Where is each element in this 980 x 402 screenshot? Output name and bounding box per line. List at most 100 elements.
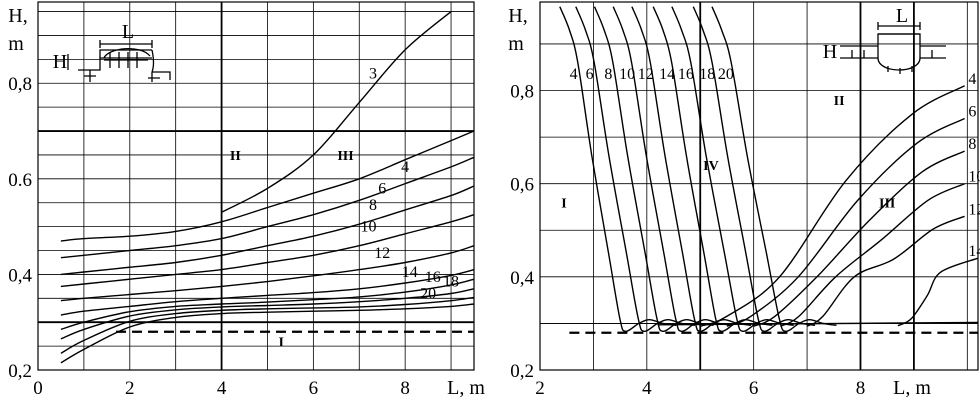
series-line-descending bbox=[593, 6, 714, 333]
series-line-ascending bbox=[726, 117, 965, 327]
x-tick-label: 0 bbox=[33, 378, 43, 399]
plot-frame bbox=[37, 1, 475, 371]
x-axis-label: L, m bbox=[893, 377, 931, 399]
inset-stroke bbox=[877, 33, 921, 71]
series-label: 16 bbox=[425, 269, 441, 286]
series-label: 10 bbox=[360, 219, 376, 236]
series-label: 10 bbox=[619, 66, 635, 83]
series-line bbox=[221, 11, 452, 213]
region-label: II bbox=[230, 149, 241, 164]
series-line-descending bbox=[575, 6, 695, 333]
region-label: III bbox=[337, 149, 353, 164]
series-line-baseline bbox=[657, 321, 979, 326]
series-label: 10 bbox=[968, 169, 980, 186]
series-line-ascending bbox=[753, 150, 965, 327]
series-label: 6 bbox=[378, 180, 386, 197]
series-label: 14 bbox=[402, 264, 418, 281]
inset-stroke bbox=[99, 40, 153, 48]
inset-stroke bbox=[877, 22, 921, 30]
series-label: 16 bbox=[678, 66, 694, 83]
series-line-descending bbox=[631, 6, 752, 333]
x-axis-label: L, m bbox=[447, 377, 485, 399]
series-line-ascending bbox=[699, 85, 965, 327]
series-label: 12 bbox=[374, 245, 390, 262]
inset-stroke bbox=[148, 72, 160, 82]
series-label: 6 bbox=[586, 66, 594, 83]
inset-stroke bbox=[84, 70, 96, 82]
series-label: 3 bbox=[369, 66, 377, 83]
x-tick-label: 8 bbox=[400, 378, 410, 399]
region-label: IV bbox=[703, 159, 719, 174]
x-tick-label: 2 bbox=[535, 378, 545, 399]
x-tick-label: 8 bbox=[856, 378, 866, 399]
series-line-descending bbox=[671, 6, 794, 333]
y-tick-label: 0,4 bbox=[510, 268, 534, 289]
y-tick-label: 0,6 bbox=[510, 175, 534, 196]
series-line bbox=[60, 278, 475, 331]
series-line-descending bbox=[692, 6, 816, 333]
y-axis-label: H, bbox=[8, 5, 27, 27]
series-line bbox=[60, 156, 475, 259]
inset-label-l: L bbox=[896, 5, 908, 27]
inset-stroke bbox=[103, 48, 151, 59]
inset-label-h: H bbox=[53, 51, 67, 73]
region-label: I bbox=[561, 196, 566, 211]
series-label: 4 bbox=[968, 71, 976, 88]
inset-stroke bbox=[152, 71, 171, 80]
series-line bbox=[60, 296, 475, 354]
y-tick-label: 0,4 bbox=[8, 265, 32, 286]
series-label: 8 bbox=[604, 66, 612, 83]
series-label: 14 bbox=[659, 66, 675, 83]
x-tick-label: 6 bbox=[749, 378, 759, 399]
inset-stroke bbox=[851, 50, 933, 58]
region-label: II bbox=[834, 94, 845, 109]
region-label: III bbox=[879, 196, 895, 211]
y-axis-unit: m bbox=[8, 33, 24, 55]
series-label: 8 bbox=[968, 136, 976, 153]
series-line bbox=[60, 268, 475, 316]
series-line-descending bbox=[711, 6, 837, 333]
region-label: I bbox=[279, 335, 284, 350]
series-line bbox=[60, 214, 475, 288]
y-axis-label: H, bbox=[508, 5, 527, 27]
x-tick-label: 6 bbox=[309, 378, 319, 399]
y-tick-label: 0,2 bbox=[510, 361, 534, 382]
x-tick-label: 4 bbox=[217, 378, 227, 399]
series-label: 18 bbox=[443, 274, 459, 291]
inset-stroke bbox=[887, 66, 913, 74]
series-label: 18 bbox=[699, 66, 715, 83]
x-tick-label: 4 bbox=[642, 378, 652, 399]
series-label: 14 bbox=[968, 243, 980, 260]
series-label: 4 bbox=[401, 159, 409, 176]
y-tick-label: 0.6 bbox=[8, 170, 32, 191]
inset-stroke bbox=[99, 49, 152, 58]
inset-stroke bbox=[151, 49, 155, 73]
series-line-descending bbox=[612, 6, 733, 333]
series-line-ascending bbox=[780, 183, 965, 327]
y-axis-unit: m bbox=[508, 33, 524, 55]
plot-frame bbox=[539, 1, 979, 371]
series-line-descending bbox=[559, 6, 677, 333]
series-label: 6 bbox=[968, 103, 976, 120]
chart-right: 468101214161820468101214IIVIIIII24680,20… bbox=[508, 1, 980, 399]
series-line bbox=[60, 130, 475, 242]
series-label: 4 bbox=[570, 66, 578, 83]
inset-label-l: L bbox=[122, 21, 134, 43]
inset-label-h: H bbox=[823, 41, 837, 63]
series-label: 8 bbox=[369, 197, 377, 214]
series-label: 20 bbox=[420, 286, 436, 303]
inset-schematic: HL bbox=[823, 5, 946, 74]
series-line bbox=[60, 245, 475, 302]
series-line bbox=[60, 303, 475, 364]
series-label: 12 bbox=[638, 66, 654, 83]
series-line-descending bbox=[652, 6, 773, 333]
series-label: 20 bbox=[718, 66, 734, 83]
y-tick-label: 0,8 bbox=[8, 74, 32, 95]
inset-stroke bbox=[78, 57, 152, 71]
y-tick-label: 0,2 bbox=[8, 361, 32, 382]
series-line-ascending bbox=[897, 257, 979, 327]
series-line-ascending bbox=[806, 215, 965, 327]
x-tick-label: 2 bbox=[125, 378, 135, 399]
